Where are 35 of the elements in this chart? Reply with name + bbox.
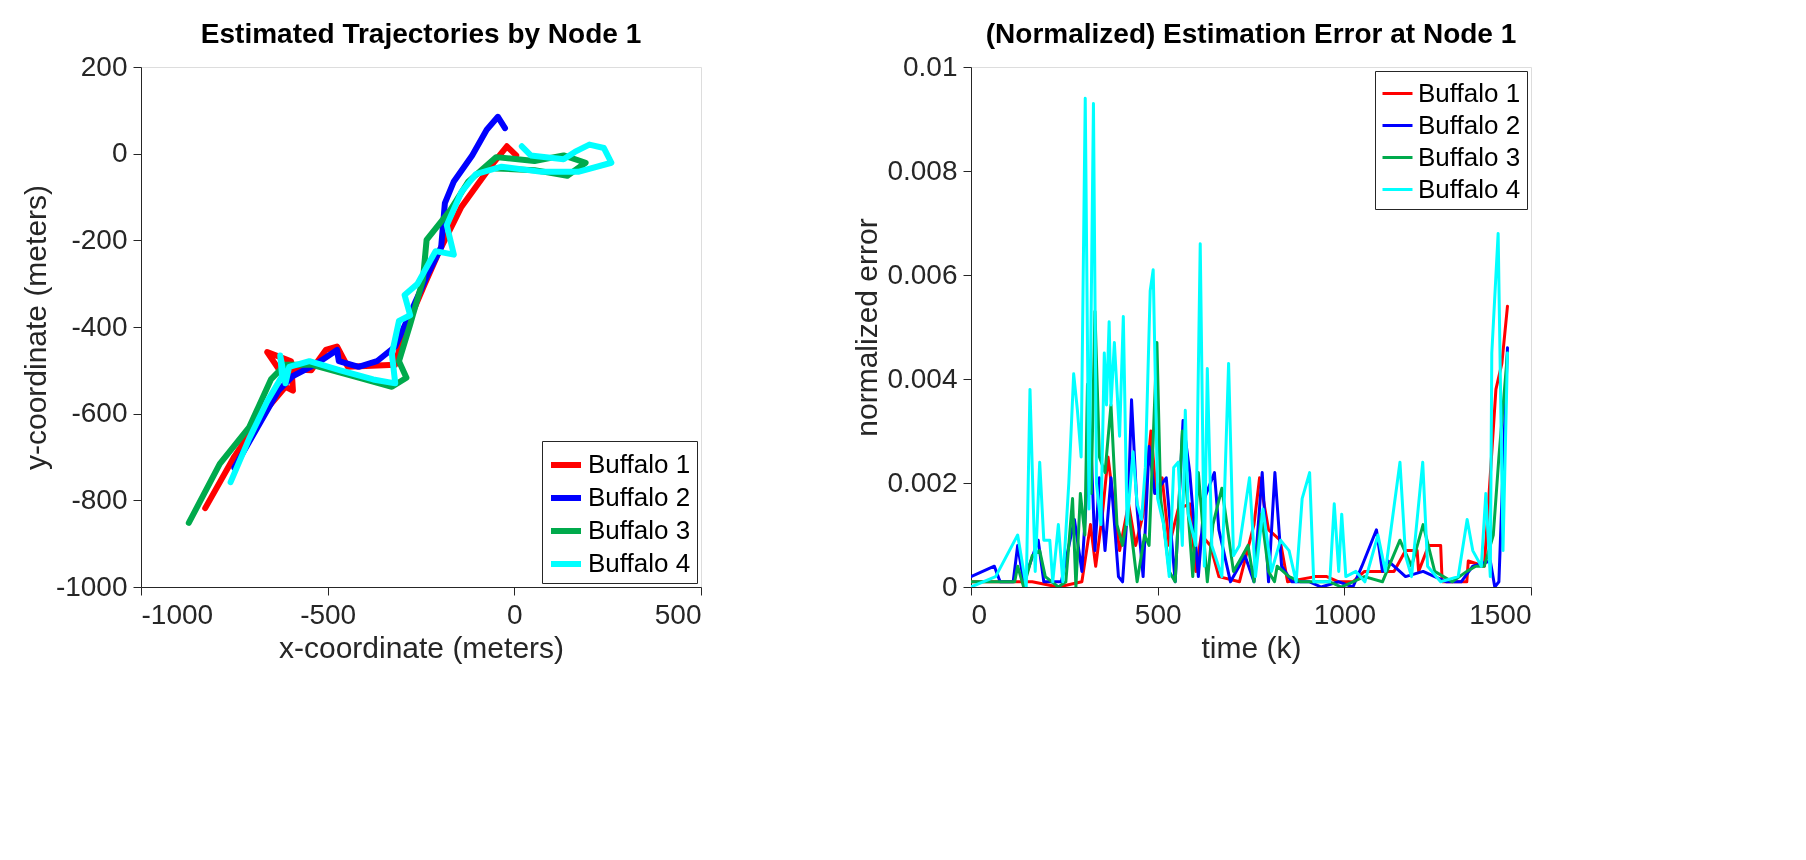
y-axis-title: normalized error — [850, 218, 884, 437]
y-axis-title: y-coordinate (meters) — [18, 184, 52, 471]
chart-title: (Normalized) Estimation Error at Node 1 — [985, 18, 1517, 49]
x-tick-label: -500 — [300, 598, 357, 630]
legend-label: Buffalo 2 — [1418, 109, 1521, 140]
x-tick-label: -1000 — [141, 598, 214, 630]
x-tick-label: 0 — [971, 598, 988, 630]
x-tick-label: 500 — [1134, 598, 1182, 630]
y-tick-label: 0.004 — [887, 362, 958, 394]
y-tick-label: -800 — [71, 483, 128, 515]
legend-label: Buffalo 3 — [1418, 141, 1521, 172]
legend-label: Buffalo 1 — [1418, 77, 1521, 108]
y-tick-label: 0.01 — [903, 50, 958, 82]
legend-label: Buffalo 1 — [588, 449, 691, 479]
y-tick-label: 0 — [111, 137, 128, 169]
y-tick-label: -400 — [71, 310, 128, 342]
legend-label: Buffalo 3 — [588, 515, 691, 545]
y-tick-label: 200 — [80, 50, 128, 82]
legend-label: Buffalo 4 — [1418, 173, 1521, 204]
x-tick-label: 0 — [507, 598, 523, 630]
x-tick-label: 1500 — [1469, 598, 1532, 630]
x-tick-label: 500 — [654, 598, 702, 630]
chart-title: Estimated Trajectories by Node 1 — [200, 18, 642, 49]
x-axis-title: time (k) — [1201, 630, 1302, 664]
y-tick-label: -600 — [71, 397, 128, 429]
y-tick-label: 0.006 — [887, 258, 958, 290]
x-tick-label: 1000 — [1313, 598, 1376, 630]
y-tick-label: -200 — [71, 223, 128, 255]
legend-label: Buffalo 4 — [588, 548, 691, 578]
legend-label: Buffalo 2 — [588, 482, 691, 512]
y-tick-label: 0.008 — [887, 154, 958, 186]
x-axis-title: x-coordinate (meters) — [278, 630, 565, 664]
y-tick-label: 0 — [941, 570, 958, 602]
y-tick-label: -1000 — [55, 570, 128, 602]
y-tick-label: 0.002 — [887, 466, 958, 498]
